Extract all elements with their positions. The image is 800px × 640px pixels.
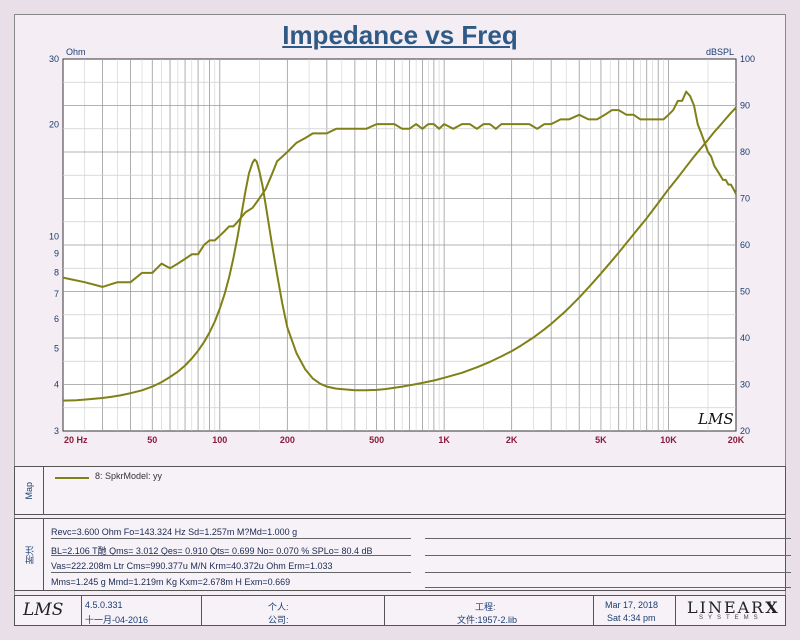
x-tick-label: 5K (595, 435, 607, 445)
spl-curve (62, 90, 737, 288)
map-section: Map 8: SpkrModel: yy (14, 466, 786, 515)
x-tick-label: 20 Hz (64, 435, 88, 445)
left-tick-label: 7 (54, 289, 59, 299)
x-tick-label: 2K (506, 435, 518, 445)
left-tick-label: 4 (54, 380, 59, 390)
x-tick-label: 10K (660, 435, 677, 445)
impedance-curve (62, 106, 737, 402)
person-label: 个人: (268, 602, 289, 612)
footer-project-cell: 工程: 文件:1957-2.lib (383, 596, 594, 625)
left-tick-label: 9 (54, 249, 59, 259)
x-tick-label: 200 (280, 435, 295, 445)
left-tick-label: 6 (54, 314, 59, 324)
x-tick-labels: 20 Hz 50 100 200 500 1K 2K 5K 10K 20K (64, 435, 745, 445)
right-tick-label: 100 (740, 54, 755, 64)
right-tick-label: 60 (740, 240, 750, 250)
right-tick-label: 40 (740, 333, 750, 343)
left-tick-label: 8 (54, 268, 59, 278)
param-line-2: BL=2.106 T酏 Qms= 3.012 Qes= 0.910 Qts= 0… (51, 546, 373, 556)
version-text: 4.5.0.331 (85, 600, 123, 610)
linearx-logo: LINEARX (687, 598, 780, 617)
left-tick-labels: 30 20 10 9 8 7 6 5 4 3 (49, 54, 59, 436)
footer-logo-cell: LMS (15, 596, 82, 625)
project-label: 工程: (475, 602, 496, 612)
time-text: Sat 4:34 pm (607, 613, 656, 623)
params-section: 附注 Revc=3.600 Ohm Fo=143.324 Hz Sd=1.257… (14, 518, 791, 591)
params-side-label: 附注 (15, 519, 44, 590)
grid (63, 59, 736, 431)
right-axis-unit: dBSPL (706, 47, 734, 57)
right-tick-label: 50 (740, 287, 750, 297)
build-date-text: 十一月-04-2016 (85, 615, 149, 625)
x-tick-label: 100 (212, 435, 227, 445)
footer-date-cell: Mar 17, 2018 Sat 4:34 pm (593, 596, 676, 625)
param-line-1: Revc=3.600 Ohm Fo=143.324 Hz Sd=1.257m M… (51, 527, 298, 537)
footer: LMS 4.5.0.331 十一月-04-2016 个人: 公司: 工程: 文件… (14, 595, 786, 626)
param-line-3: Vas=222.208m Ltr Cms=990.377u M/N Krm=40… (51, 561, 333, 571)
x-tick-label: 20K (728, 435, 745, 445)
left-tick-label: 10 (49, 231, 59, 241)
left-tick-label: 3 (54, 426, 59, 436)
left-tick-label: 30 (49, 54, 59, 64)
systems-text: SYSTEMS (699, 615, 763, 621)
right-tick-label: 20 (740, 426, 750, 436)
impedance-chart: 20 Hz 50 100 200 500 1K 2K 5K 10K 20K 30 20 10 9 8 7 6 5… (49, 47, 755, 445)
right-tick-label: 30 (740, 380, 750, 390)
left-tick-label: 20 (49, 120, 59, 130)
x-tick-label: 50 (147, 435, 157, 445)
left-tick-label: 5 (54, 343, 59, 353)
date-text: Mar 17, 2018 (605, 600, 659, 610)
footer-person-cell: 个人: 公司: (201, 596, 385, 625)
footer-brand-cell: LINEARX SYSTEMS (675, 596, 785, 625)
right-tick-labels: 100 90 80 70 60 50 40 30 20 (740, 54, 755, 436)
legend-entry: 8: SpkrModel: yy (95, 471, 163, 481)
x-tick-label: 500 (369, 435, 384, 445)
legend-swatch (55, 477, 89, 479)
chart-title: Impedance vs Freq (282, 20, 518, 50)
map-side-label: Map (15, 467, 44, 514)
file-label: 文件:1957-2.lib (457, 615, 518, 625)
right-tick-label: 90 (740, 101, 750, 111)
lms-watermark: LMS (697, 410, 734, 428)
right-tick-label: 70 (740, 194, 750, 204)
left-axis-unit: Ohm (66, 47, 86, 57)
x-tick-label: 1K (438, 435, 450, 445)
company-label: 公司: (268, 615, 289, 625)
right-tick-label: 80 (740, 147, 750, 157)
footer-version-cell: 4.5.0.331 十一月-04-2016 (81, 596, 201, 625)
lms-logo: LMS (23, 600, 64, 620)
curves (62, 90, 737, 402)
param-line-4: Mms=1.245 g Mmd=1.219m Kg Kxm=2.678m H E… (51, 577, 291, 587)
